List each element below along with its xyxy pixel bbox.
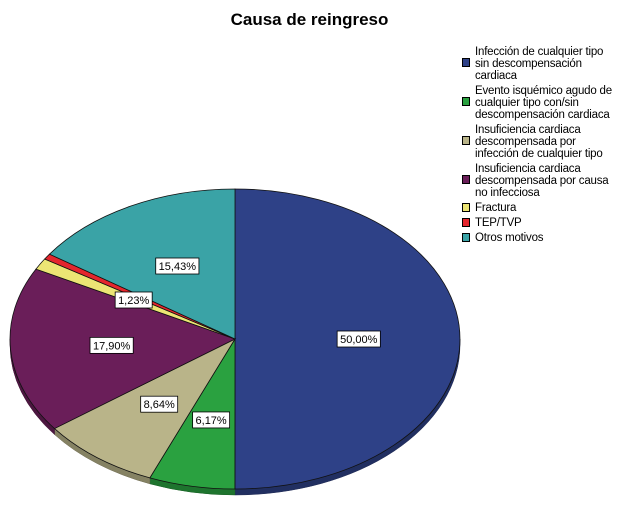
- legend-label-line: Infección de cualquier tipo: [475, 46, 604, 58]
- legend-swatch: [462, 136, 470, 145]
- legend-swatch: [462, 58, 470, 67]
- data-label-infeccion-de-cualquier-tipo-sin-descompensacion-cardiaca: 50,00%: [336, 330, 381, 348]
- legend-label-line: TEP/TVP: [475, 217, 522, 229]
- legend-item: Infección de cualquier tipo sin descompen…: [462, 46, 619, 82]
- legend: Infección de cualquier tipo sin descompen…: [462, 46, 619, 247]
- legend-swatch: [462, 218, 470, 227]
- legend-item: Insuficiencia cardiaca descompensada por i…: [462, 124, 619, 160]
- legend-item: Fractura: [462, 202, 619, 214]
- legend-swatch: [462, 203, 470, 212]
- legend-item: TEP/TVP: [462, 217, 619, 229]
- data-label-box: [89, 336, 134, 354]
- data-label-box: [336, 330, 381, 348]
- data-label-text: 15,43%: [159, 261, 197, 273]
- legend-label-line: cualquier tipo con/sin: [475, 97, 579, 109]
- pie-slice-otros-motivos: [48, 188, 236, 340]
- legend-label-line: descompensación cardiaca: [475, 109, 610, 121]
- legend-label-line: Otros motivos: [475, 232, 544, 244]
- data-label-text: 17,90%: [93, 340, 131, 352]
- legend-label-line: Fractura: [475, 202, 517, 214]
- legend-label-line: sin descompensación: [475, 58, 582, 70]
- legend-item: Insuficiencia cardiaca descompensada por …: [462, 163, 619, 199]
- data-label-otros-motivos: 15,43%: [155, 257, 200, 275]
- legend-label-line: Insuficiencia cardiaca: [475, 124, 581, 136]
- data-label-insuficiencia-cardiaca-descompensada-por-infeccion-de-cualquier-tipo: 8,64%: [140, 395, 179, 413]
- legend-swatch: [462, 175, 470, 184]
- data-label-box: [192, 411, 231, 429]
- data-label-text: 6,17%: [196, 415, 227, 427]
- legend-label-line: descompensada por causa: [475, 175, 609, 187]
- legend-swatch: [462, 233, 470, 242]
- data-label-text: 8,64%: [144, 399, 175, 411]
- data-label-insuficiencia-cardiaca-descompensada-por-causa-no-infecciosa: 17,90%: [89, 336, 134, 354]
- legend-item: Evento isquémico agudo de cualquier tipo …: [462, 85, 619, 121]
- pie-labels: 50,00% 6,17% 8,64% 17,90% 1,23% 15,43%: [89, 257, 381, 429]
- legend-label-line: infección de cualquier tipo: [475, 148, 603, 160]
- data-label-text: 1,23%: [118, 295, 149, 307]
- legend-item: Otros motivos: [462, 232, 619, 244]
- data-label-box: [155, 257, 200, 275]
- legend-label-line: Insuficiencia cardiaca: [475, 163, 581, 175]
- legend-label-line: descompensada por: [475, 136, 576, 148]
- pie-slices: [9, 188, 461, 490]
- legend-label-line: Evento isquémico agudo de: [475, 85, 612, 97]
- chart-title: Causa de reingreso: [230, 10, 389, 29]
- legend-label-line: no infecciosa: [475, 187, 540, 199]
- data-label-box: [114, 291, 153, 309]
- data-label-text: 50,00%: [340, 334, 378, 346]
- data-label-box: [140, 395, 179, 413]
- legend-label-line: cardiaca: [475, 70, 517, 82]
- legend-swatch: [462, 97, 470, 106]
- data-label-fractura: 1,23%: [114, 291, 153, 309]
- data-label-evento-isquemico-agudo-de-cualquier-tipo-con-sin-descompensacion-cardiaca: 6,17%: [192, 411, 231, 429]
